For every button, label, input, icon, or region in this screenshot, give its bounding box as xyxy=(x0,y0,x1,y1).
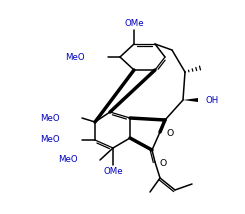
Text: OMe: OMe xyxy=(124,18,144,28)
Text: MeO: MeO xyxy=(40,135,60,144)
Text: MeO: MeO xyxy=(65,52,85,61)
Text: OMe: OMe xyxy=(103,168,123,177)
Text: O: O xyxy=(159,159,167,168)
Text: OH: OH xyxy=(205,95,219,104)
Text: O: O xyxy=(166,128,174,138)
Text: MeO: MeO xyxy=(58,156,78,165)
Text: MeO: MeO xyxy=(40,113,60,122)
Polygon shape xyxy=(183,98,198,102)
